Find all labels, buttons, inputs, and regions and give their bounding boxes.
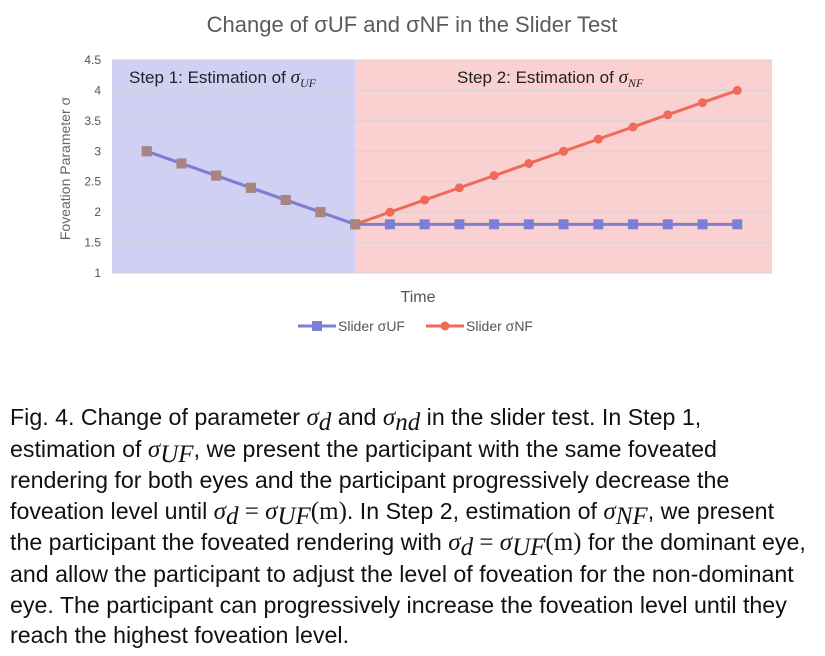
data-point-overlap [350,219,361,230]
caption-text: and [331,404,383,430]
data-point-sigma-nf [454,183,464,193]
caption-text: , we present the participant with the sa… [10,435,730,524]
data-point-sigma-uf [454,219,465,230]
math-subscript: UF [512,534,546,562]
data-point-sigma-nf [385,207,395,217]
step-label-subscript: NF [627,76,644,90]
step-region-1 [112,60,356,273]
math-symbol: σ [213,497,227,525]
y-tick-label: 2.5 [84,175,101,189]
data-point-overlap [211,170,222,181]
data-point-sigma-uf [593,219,604,230]
math-subscript: d [318,409,332,436]
data-point-sigma-uf [558,219,569,230]
series-lines [141,85,743,230]
x-axis-label: Time [401,289,436,306]
step-label-symbol: σ [291,67,301,88]
y-tick-label: 3.5 [84,114,101,128]
caption-text: for the dominant eye, and allow the part… [10,529,806,649]
math-symbol: σ [306,404,319,431]
math-subscript: UF [160,440,194,468]
chart-text: 1 1.5 2 2.5 3 3.5 4 4.5 Change of σUF and σNF in… [57,12,644,306]
series-line-sigma-uf [146,149,738,226]
math-subscript: NF [615,502,648,530]
y-tick-label: 1 [94,266,101,280]
data-point-sigma-nf [420,195,430,205]
math-symbol: σ [147,435,161,463]
data-point-overlap [176,158,187,169]
data-point-sigma-uf [489,219,500,230]
legend: Slider σUF Slider σNF [298,318,533,334]
y-tick-label: 1.5 [84,236,101,250]
step-regions [112,60,772,273]
legend-marker [312,321,322,331]
math-argument: (m) [545,529,582,557]
math-symbol: σ [499,529,513,557]
data-point-sigma-nf [698,98,708,108]
figure: 1 1.5 2 2.5 3 3.5 4 4.5 Change of σUF and σNF in… [57,12,772,334]
math-subscript: d [460,534,474,562]
data-point-sigma-nf [489,171,499,181]
math-symbol: σ [382,404,396,431]
math-subscript: UF [277,502,311,530]
y-tick-label: 3 [94,144,101,158]
data-point-sigma-nf [524,158,534,168]
math-subscript: nd [395,409,421,436]
step-region-2 [355,60,772,273]
data-point-sigma-nf [663,110,673,120]
step-label-subscript: UF [300,76,317,90]
math-symbol: σ [603,497,616,525]
math-subscript: d [226,502,239,530]
y-tick-label: 4.5 [84,53,101,67]
data-point-sigma-nf [628,122,638,132]
caption-text: . In Step 2, estimation of [346,497,604,524]
y-tick-label: 4 [94,83,101,97]
data-point-overlap [245,182,256,193]
caption-text: , we present the participant the foveate… [10,497,775,556]
step-label-text: Step 1: Estimation of [129,68,291,87]
caption-text: Fig. 4. Change of parameter [10,404,307,430]
line-chart: 1 1.5 2 2.5 3 3.5 4 4.5 Change of σUF and σNF in… [57,12,772,334]
data-point-sigma-nf [559,146,569,156]
math-operator: = [238,497,266,525]
math-symbol: σ [265,497,278,525]
data-point-overlap [315,207,326,218]
data-point-sigma-uf [384,219,395,230]
step-label-symbol: σ [619,67,629,88]
data-point-sigma-uf [523,219,534,230]
chart-title: Change of σUF and σNF in the Slider Test [207,12,618,37]
data-point-overlap [280,194,291,205]
data-point-sigma-uf [732,219,743,230]
gridlines [112,59,772,274]
math-symbol: σ [448,529,461,557]
legend-label: Slider σNF [466,318,533,334]
y-tick-label: 2 [94,205,101,219]
data-point-sigma-nf [732,85,742,95]
data-point-sigma-nf [593,134,603,144]
step-label-2: Step 2: Estimation of σNF [457,67,644,90]
y-axis-label: Foveation Parameter σ [57,97,73,241]
data-point-sigma-uf [628,219,639,230]
step-label-text: Step 2: Estimation of [457,68,619,87]
legend-marker [440,321,450,331]
caption-text: in the slider test. In Step 1, estimatio… [10,404,702,462]
data-point-overlap [141,146,152,157]
data-point-sigma-uf [419,219,430,230]
figure-caption: Fig. 4. Change of parameter σd and σnd i… [10,402,810,651]
step-label-1: Step 1: Estimation of σUF [129,67,317,90]
data-point-sigma-uf [662,219,673,230]
math-argument: (m) [310,497,347,525]
math-operator: = [473,529,500,557]
data-point-sigma-uf [697,219,708,230]
legend-label: Slider σUF [338,318,405,334]
